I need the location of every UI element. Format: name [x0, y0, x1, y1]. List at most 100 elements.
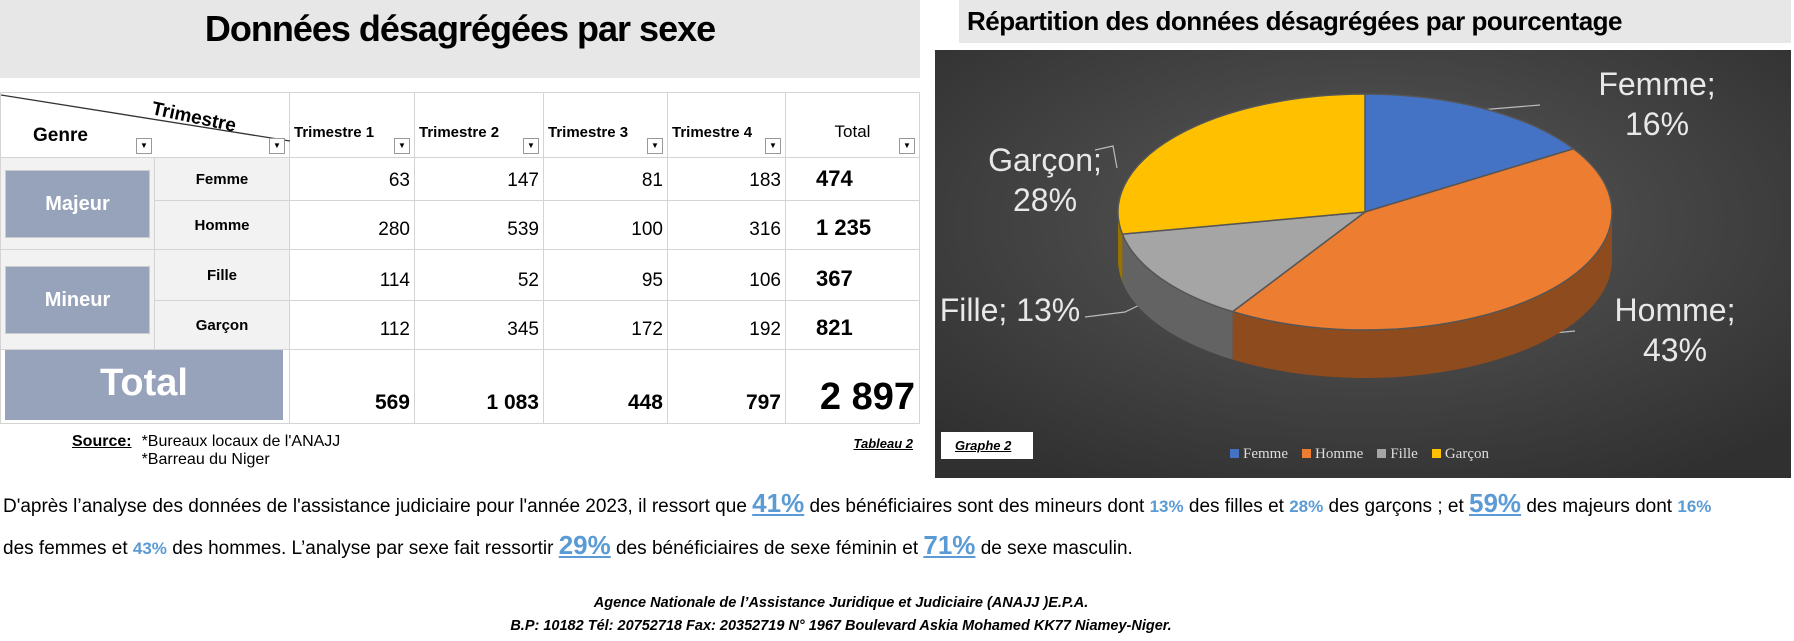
text: des filles et: [1183, 496, 1290, 517]
cell: 367: [785, 249, 920, 301]
corner-cell: Genre Trimestre ▼ ▼: [0, 92, 290, 158]
cell: 316: [667, 200, 786, 250]
legend-swatch: [1431, 449, 1441, 458]
dropdown: ▼: [269, 138, 285, 154]
cell: 539: [414, 200, 544, 250]
legend-label: Homme: [1315, 446, 1364, 462]
slice-side: [1122, 234, 1233, 360]
cell: 112: [289, 300, 415, 350]
column-header: Trimestre 1 ▼: [289, 92, 415, 158]
slice-side: [1118, 212, 1123, 283]
highlight: 71%: [923, 530, 976, 560]
slice: [1231, 147, 1613, 331]
row-label: Homme: [154, 200, 290, 250]
data-label: Garçon; 28%: [988, 142, 1102, 218]
legend-item: Homme: [1302, 446, 1363, 463]
column-header: Trimestre 3 ▼: [543, 92, 668, 158]
total-cell: 2 897: [785, 349, 920, 424]
highlight: 28%: [1289, 497, 1324, 516]
title: Données désagrégées par sexe: [0, 0, 920, 78]
legend-swatch: [1377, 449, 1387, 458]
group-cell: Majeur: [0, 157, 155, 250]
text: des hommes. L’analyse par sexe fait ress…: [166, 538, 559, 559]
highlight: 59%: [1469, 488, 1522, 518]
footer-line: Agence Nationale de l’Assistance Juridiq…: [593, 595, 1089, 611]
slice: [1117, 93, 1366, 235]
legend-label: Garçon: [1444, 446, 1489, 462]
cell: 114: [289, 249, 415, 301]
total-cell: 1 083: [414, 349, 544, 424]
highlight: 43%: [132, 539, 167, 558]
legend-item: Fille: [1377, 446, 1418, 463]
source-label: Source:: [72, 433, 132, 450]
cell: 106: [667, 249, 786, 301]
data-label: Femme; 16%: [1598, 66, 1716, 142]
row-label: Femme: [154, 157, 290, 201]
cell: 345: [414, 300, 544, 350]
highlight: 41%: [752, 488, 805, 518]
column-header: Total ▼: [785, 92, 920, 158]
cell: 172: [543, 300, 668, 350]
slice-side: [1232, 212, 1612, 378]
column-label: Trimestre 3: [548, 123, 629, 141]
header-row: Genre Trimestre ▼ ▼ Trimestre 1 ▼ Trimestre 2 ▼…: [0, 92, 920, 158]
total-label-cell: Total: [0, 349, 290, 424]
cell: 52: [414, 249, 544, 301]
cell: 183: [667, 157, 786, 201]
cell: 100: [543, 200, 668, 250]
footer-line: B.P: 10182 Tél: 20752718 Fax: 20352719 N…: [510, 618, 1172, 634]
dropdown: ▼: [899, 138, 915, 154]
cell: 81: [543, 157, 668, 201]
column-label: Trimestre 1: [294, 123, 375, 141]
cell: 147: [414, 157, 544, 201]
legend-item: Femme: [1230, 446, 1288, 463]
column-label: Trimestre 2: [419, 123, 500, 141]
source-line: *Bureaux locaux de l'ANAJJ: [141, 433, 341, 450]
row-header: Genre: [33, 125, 88, 146]
group-label: Majeur: [5, 169, 150, 238]
cell: 95: [543, 249, 668, 301]
cell: 192: [667, 300, 786, 350]
text: des garçons ; et: [1323, 496, 1469, 517]
data-label: Fille; 13%: [939, 292, 1081, 328]
table-row: Mineur Fille 114 52 95 106 367: [0, 249, 920, 350]
dropdown: ▼: [647, 138, 663, 154]
diagonal: [1, 94, 290, 142]
column-label: Total: [834, 122, 871, 141]
dropdown: ▼: [765, 138, 781, 154]
total-cell: 569: [289, 349, 415, 424]
total-label: Total: [5, 350, 283, 420]
footer: Agence Nationale de l’Assistance Juridiq…: [0, 592, 1682, 638]
cell: 821: [785, 300, 920, 350]
legend-label: Fille: [1390, 446, 1418, 462]
total-cell: 448: [543, 349, 668, 424]
column-header: Trimestre 2 ▼: [414, 92, 544, 158]
chart-title: Répartition des données désagrégées par …: [959, 0, 1791, 43]
legend-swatch: [1302, 449, 1311, 458]
table-caption: Tableau 2: [853, 436, 913, 451]
cell: 63: [289, 157, 415, 201]
legend-label: Femme: [1243, 446, 1288, 462]
dropdown: ▼: [394, 138, 410, 154]
chart-caption: Graphe 2: [941, 432, 1033, 459]
group-label: Mineur: [5, 265, 150, 334]
slice: [1364, 93, 1576, 214]
text: des majeurs dont: [1521, 496, 1678, 517]
total-cell: 797: [667, 349, 786, 424]
row-label: Garçon: [154, 300, 290, 350]
dropdown: ▼: [136, 138, 152, 154]
cell: 280: [289, 200, 415, 250]
legend-swatch: [1230, 449, 1239, 458]
highlight: 29%: [558, 530, 611, 560]
text: des bénéficiaires de sexe féminin et: [610, 538, 924, 559]
column-label: Trimestre 4: [672, 123, 753, 141]
legend: Femme Homme Fille Garçon: [1230, 446, 1489, 463]
group-cell: Mineur: [0, 249, 155, 350]
source-line: *Barreau du Niger: [141, 451, 270, 468]
text: des bénéficiaires sont des mineurs dont: [804, 496, 1150, 517]
cell: 1 235: [785, 200, 920, 250]
legend-item: Garçon: [1431, 446, 1489, 463]
text: de sexe masculin.: [975, 538, 1133, 559]
highlight: 13%: [1149, 497, 1184, 516]
